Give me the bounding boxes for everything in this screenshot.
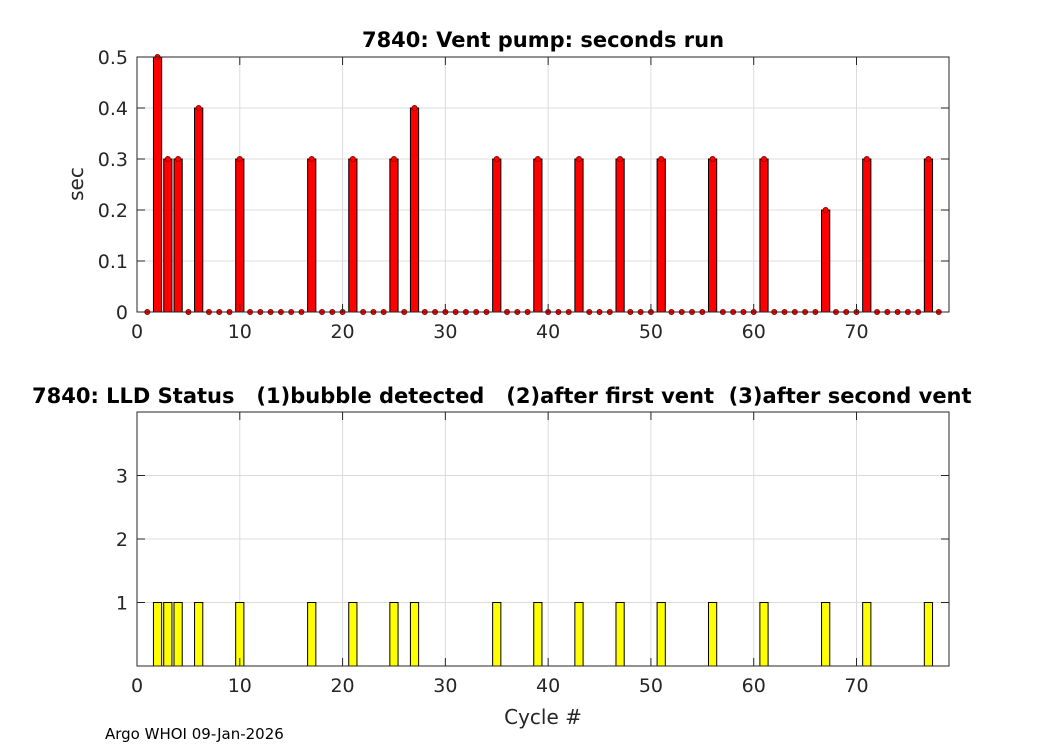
vent-pump-point (175, 155, 182, 162)
vent-pump-bar (307, 158, 317, 313)
vent-pump-point (390, 155, 397, 162)
vent-pump-bar (163, 158, 173, 313)
vent-pump-bar (615, 158, 625, 313)
vent-pump-y-label: sec (64, 167, 88, 201)
lld-status-x-tick-label: 10 (228, 675, 252, 697)
vent-pump-y-tick-label: 0.3 (98, 149, 128, 171)
vent-pump-bar (533, 158, 543, 313)
vent-pump-y-tick-label: 0.2 (98, 200, 128, 222)
vent-pump-point (493, 155, 500, 162)
lld-status-bar (533, 602, 543, 667)
vent-pump-point (195, 105, 202, 112)
vent-pump-bar (862, 158, 872, 313)
vent-pump-point (236, 155, 243, 162)
vent-pump-x-tick-label: 60 (742, 321, 766, 343)
lld-status-bar (235, 602, 245, 667)
vent-pump-axes-frame (136, 56, 950, 313)
vent-pump-point (760, 155, 767, 162)
vent-pump-x-tick-label: 50 (639, 321, 663, 343)
vent-pump-y-tick-label: 0 (116, 302, 128, 324)
lld-status-bar (821, 602, 831, 667)
lld-status-plot: 0 10 20 30 40 50 60 70 1 2 3 7840: LLD Status (1)… (32, 384, 972, 729)
lld-status-bar (409, 602, 420, 667)
vent-pump-bar (923, 158, 934, 313)
vent-pump-x-tick-label: 70 (844, 321, 868, 343)
vent-pump-point (658, 155, 665, 162)
vent-pump-bar (348, 158, 358, 313)
vent-pump-bar (821, 209, 831, 313)
vent-pump-bar (194, 107, 204, 313)
lld-status-x-ticks: 0 10 20 30 40 50 60 70 (131, 412, 869, 697)
vent-pump-bar (235, 158, 245, 313)
vent-pump-y-tick-label: 0.5 (98, 47, 128, 69)
lld-status-y-ticks: 1 2 3 (116, 466, 949, 615)
vent-pump-point (709, 155, 716, 162)
vent-pump-x-tick-label: 40 (536, 321, 560, 343)
vent-pump-bar (759, 158, 769, 313)
vent-pump-point (617, 155, 624, 162)
vent-pump-bar (707, 158, 718, 313)
vent-pump-bar (409, 107, 420, 313)
lld-status-x-tick-label: 50 (639, 675, 663, 697)
vent-pump-y-tick-label: 0.4 (98, 98, 128, 120)
vent-pump-x-tick-label: 0 (131, 321, 143, 343)
lld-status-bar (656, 602, 666, 667)
vent-pump-axes-box (137, 57, 949, 312)
vent-pump-point (164, 155, 171, 162)
lld-status-y-tick-label: 2 (116, 529, 128, 551)
vent-pump-y-ticks: 0 0.1 0.2 0.3 0.4 0.5 (98, 47, 949, 324)
vent-pump-bar (656, 158, 666, 313)
vent-pump-bar (173, 158, 183, 313)
lld-status-bar (194, 602, 204, 667)
lld-status-bar (173, 602, 183, 667)
vent-pump-point (349, 155, 356, 162)
vent-pump-bar (574, 158, 584, 313)
lld-status-bar (389, 602, 399, 667)
lld-status-bar (862, 602, 872, 667)
vent-pump-x-tick-label: 30 (433, 321, 457, 343)
lld-status-x-label: Cycle # (504, 705, 582, 729)
footer-credit: Argo WHOI 09-Jan-2026 (105, 725, 284, 743)
lld-status-x-tick-label: 40 (536, 675, 560, 697)
vent-pump-x-tick-label: 10 (228, 321, 252, 343)
lld-status-x-tick-label: 30 (433, 675, 457, 697)
vent-pump-point (575, 155, 582, 162)
vent-pump-bar (492, 158, 502, 313)
vent-pump-point (925, 155, 932, 162)
lld-status-y-tick-label: 1 (116, 593, 128, 615)
lld-status-bar (492, 602, 502, 667)
lld-status-bar (759, 602, 769, 667)
vent-pump-x-ticks: 0 10 20 30 40 50 60 70 (131, 57, 869, 343)
lld-status-bar (707, 602, 718, 667)
vent-pump-y-tick-label: 0.1 (98, 251, 128, 273)
vent-pump-point (411, 105, 418, 112)
lld-status-x-tick-label: 20 (330, 675, 354, 697)
lld-status-bar (574, 602, 584, 667)
lld-status-title: 7840: LLD Status (1)bubble detected (2)a… (32, 384, 972, 408)
lld-status-x-tick-label: 70 (844, 675, 868, 697)
vent-pump-point (822, 206, 829, 213)
vent-pump-bar (389, 158, 399, 313)
lld-status-bar (923, 602, 934, 667)
lld-status-bar (307, 602, 317, 667)
vent-pump-plot: 0 10 20 30 40 50 60 70 0 0.1 0.2 0.3 0.4 0.5 7840: V… (64, 28, 950, 343)
vent-pump-bar (152, 56, 163, 313)
vent-pump-x-tick-label: 20 (330, 321, 354, 343)
vent-pump-point (308, 155, 315, 162)
vent-pump-point (863, 155, 870, 162)
lld-status-bar (152, 602, 163, 667)
lld-status-y-tick-label: 3 (116, 466, 128, 488)
lld-status-bar (348, 602, 358, 667)
lld-status-bar (615, 602, 625, 667)
lld-status-bar (163, 602, 173, 667)
vent-pump-point (534, 155, 541, 162)
lld-status-x-tick-label: 0 (131, 675, 143, 697)
vent-pump-title: 7840: Vent pump: seconds run (362, 28, 724, 52)
lld-status-x-tick-label: 60 (742, 675, 766, 697)
